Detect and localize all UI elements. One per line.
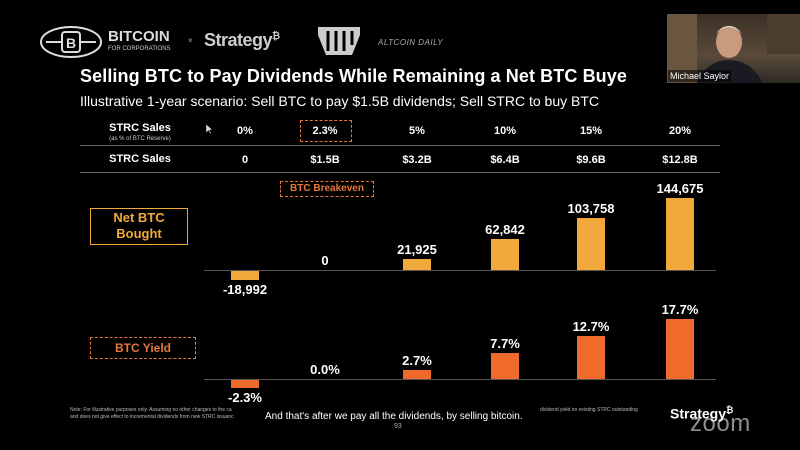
strategy-footer-text: Strategy xyxy=(670,405,727,422)
net-btc-bar xyxy=(491,238,519,270)
net-btc-value-label: 62,842 xyxy=(485,221,525,237)
subtitle-caption: And that's after we pay all the dividend… xyxy=(262,410,526,423)
btc-yield-value-label: -2.3% xyxy=(228,389,262,405)
pct-header-cell: 10% xyxy=(493,125,517,137)
logo-times: × xyxy=(188,36,193,45)
net-btc-bar xyxy=(577,218,605,270)
footnote-line1: Note: For illustrative purposes only. As… xyxy=(70,407,232,413)
usd-header-cell: $6.4B xyxy=(490,154,520,166)
table-divider-2 xyxy=(80,172,720,173)
net-btc-legend-line2: Bought xyxy=(116,226,162,241)
pct-header-cell: 5% xyxy=(409,125,425,137)
btc-yield-axis xyxy=(204,379,716,380)
btc-yield-legend: BTC Yield xyxy=(90,337,196,359)
table-divider-1 xyxy=(80,145,720,146)
pct-highlight-box xyxy=(300,120,352,142)
btc-yield-value-label: 7.7% xyxy=(490,335,520,351)
altcoin-daily-icon xyxy=(316,25,362,62)
net-btc-bought-legend: Net BTC Bought xyxy=(90,208,188,245)
pct-header-cell: 20% xyxy=(668,125,692,137)
net-btc-axis xyxy=(204,270,716,271)
btc-yield-value-label: 17.7% xyxy=(661,302,699,317)
bitcoin-seal-icon: B xyxy=(40,26,102,58)
footnote-line2: and does not give effect to incremental … xyxy=(70,414,234,420)
btc-yield-value-label: 12.7% xyxy=(572,318,610,334)
page-number: 93 xyxy=(394,423,402,430)
usd-header-cell: $1.5B xyxy=(310,154,340,166)
row1-label: STRC Sales xyxy=(109,122,171,134)
btc-yield-bar xyxy=(577,335,605,379)
btc-yield-bar xyxy=(403,369,431,379)
slide-subtitle: Illustrative 1-year scenario: Sell BTC t… xyxy=(80,93,599,109)
pct-header-cell: 15% xyxy=(579,125,603,137)
net-btc-value-label: 0 xyxy=(321,253,329,268)
pct-header-cell: 2.3% xyxy=(312,125,338,137)
slide-title: Selling BTC to Pay Dividends While Remai… xyxy=(80,66,627,86)
pct-header-cell: 0% xyxy=(237,125,253,137)
bitcoin-logo-sub: FOR CORPORATIONS xyxy=(108,46,171,52)
strategy-footer-logo: Strategy₿ xyxy=(670,405,733,422)
btc-yield-value-label: 0.0% xyxy=(310,362,340,377)
svg-text:B: B xyxy=(66,35,76,51)
btc-yield-bar xyxy=(231,380,259,388)
btc-breakeven-label: BTC Breakeven xyxy=(280,181,374,197)
footnote-right: dividend yield on existing STRC outstand… xyxy=(540,407,638,413)
strategy-logo-text: Strategy xyxy=(204,30,273,50)
net-btc-bar xyxy=(403,259,431,270)
bitcoin-corporations-logo: B BITCOIN FOR CORPORATIONS xyxy=(40,26,180,58)
strategy-footer-b: ₿ xyxy=(726,405,734,415)
btc-yield-bar xyxy=(491,352,519,379)
strategy-logo: Strategy₿ xyxy=(204,30,280,51)
net-btc-bar xyxy=(666,198,694,270)
zoom-watermark: zoom xyxy=(690,410,751,437)
usd-header-cell: $9.6B xyxy=(576,154,606,166)
altcoin-daily-text: ALTCOIN DAILY xyxy=(378,38,444,47)
participant-name: Michael Saylor xyxy=(668,70,732,82)
bitcoin-logo-text: BITCOIN xyxy=(108,28,170,45)
cursor-icon xyxy=(205,121,214,139)
usd-header-cell: $3.2B xyxy=(402,154,432,166)
row1-sublabel: (as % of BTC Reserve) xyxy=(109,136,171,142)
row2-label: STRC Sales xyxy=(109,153,171,165)
usd-header-cell: $12.8B xyxy=(662,154,698,166)
usd-header-cell: 0 xyxy=(241,154,249,166)
net-btc-value-label: 103,758 xyxy=(567,201,615,217)
net-btc-bar xyxy=(231,271,259,281)
footnote: Note: For illustrative purposes only. As… xyxy=(70,407,590,421)
net-btc-legend-line1: Net BTC xyxy=(113,210,165,225)
net-btc-value-label: 144,675 xyxy=(656,181,704,196)
btc-yield-bar xyxy=(666,319,694,379)
net-btc-value-label: -18,992 xyxy=(222,282,268,298)
btc-yield-value-label: 2.7% xyxy=(402,352,432,368)
strategy-b-symbol: ₿ xyxy=(272,31,280,42)
net-btc-value-label: 21,925 xyxy=(397,242,437,258)
